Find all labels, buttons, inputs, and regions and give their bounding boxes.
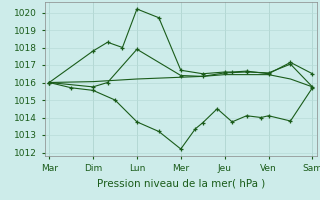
X-axis label: Pression niveau de la mer( hPa ): Pression niveau de la mer( hPa ) (97, 178, 265, 188)
